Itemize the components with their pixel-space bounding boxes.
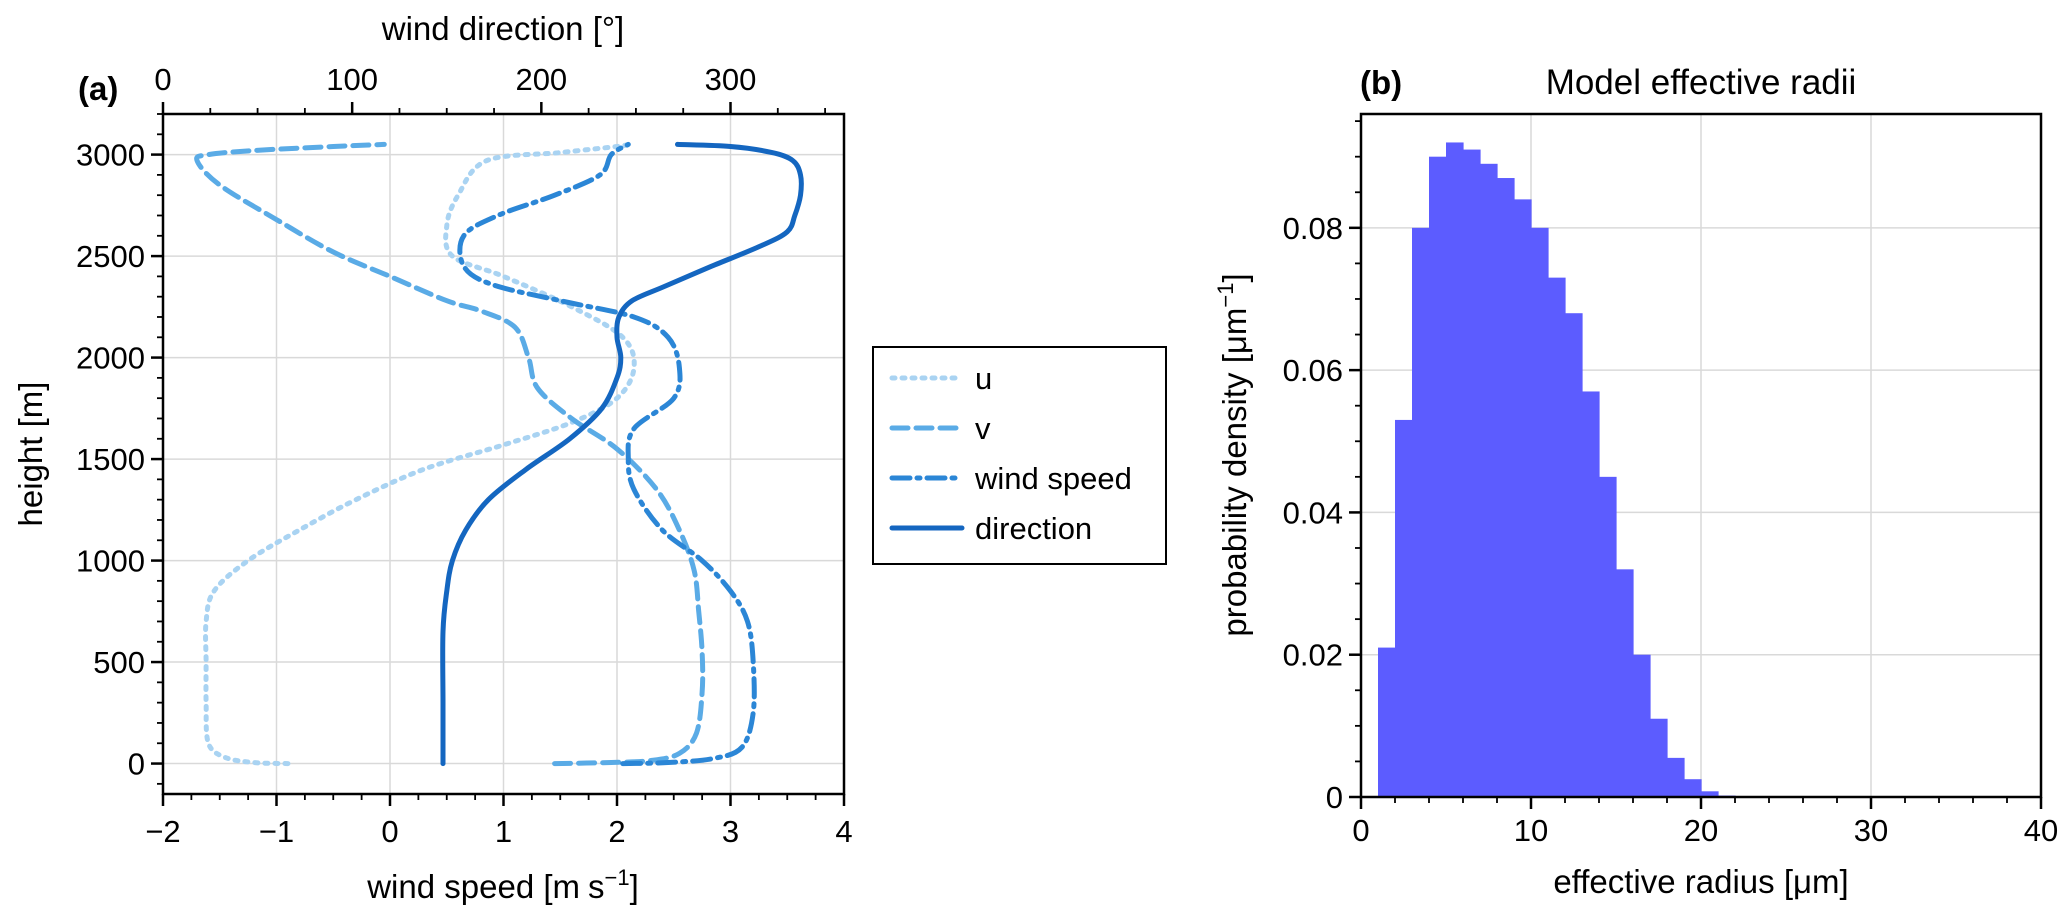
panel-b-x-tick-label: 10 [1514,813,1548,848]
panel-b-label: (b) [1360,64,1402,101]
panel-b-x-tick-label: 40 [2024,813,2058,848]
panel-b: 0 10 20 30 40 0 0.02 0.04 0.06 0.08 (b) Model eff… [1213,63,2058,900]
histogram-bar [1412,227,1430,798]
histogram-bar [1599,476,1617,797]
panel-b-y-axis-title: probability density [μm−1] [1213,273,1253,636]
panel-b-x-tick-label: 0 [1352,813,1369,848]
histogram-bar [1548,277,1566,798]
y-title-close: ] [1216,273,1253,282]
panel-b-y-tick-label: 0.04 [1283,495,1343,530]
panel-a-top-axis-title: wind direction [°] [381,10,624,47]
histogram-bar [1701,791,1719,797]
histogram-bar [1395,419,1413,797]
panel-a-x-tick-label: 1 [495,814,512,849]
panel-a-x-tick-label: 4 [835,814,852,849]
panel-a-y-tick-label: 3000 [76,138,145,173]
panel-a-x-axis-title: wind speed [m s−1] [366,865,639,905]
panel-b-x-tick-label: 30 [1854,813,1888,848]
panel-a-grid [162,114,845,794]
panel-b-x-axis-title: effective radius [μm] [1553,863,1848,900]
panel-a-y-tick-label: 500 [93,645,145,680]
series-line-u [203,141,637,767]
histogram-bar [1667,757,1685,797]
panel-a-x-tick-label: 2 [608,814,625,849]
panel-a-y-tick-label: 2500 [76,239,145,274]
histogram-bar [1633,654,1651,797]
panel-a-x-tick-label: 0 [381,814,398,849]
panel-a-x-tick-label: −1 [259,814,294,849]
histogram-bar [1378,647,1396,797]
panel-b-title: Model effective radii [1546,63,1857,102]
histogram-bar [1429,156,1447,797]
legend-label-direction: direction [975,511,1092,546]
histogram-bar [1446,142,1464,798]
histogram-bar [1463,149,1481,797]
panel-b-y-tick-label: 0.06 [1283,353,1343,388]
x-title-exponent: −1 [605,865,630,890]
panel-b-y-tick-label: 0 [1326,780,1343,815]
histogram-bar [1497,178,1515,797]
panel-a-top-tick-label: 300 [705,62,757,97]
histogram-bar [1684,779,1702,797]
panel-a-y-axis-title: height [m] [12,382,49,527]
panel-a-y-tick-label: 2000 [76,341,145,376]
legend-label-wind-speed: wind speed [974,461,1132,496]
panel-a-top-tick-label: 100 [326,62,378,97]
legend: uv wind speed direction [872,346,1167,565]
series-line-direction [440,141,804,767]
panel-b-y-tick-label: 0.02 [1283,638,1343,673]
panel-b-ticks: 0 10 20 30 40 0 0.02 0.04 0.06 0.08 [1283,120,2058,848]
panel-b-y-tick-label: 0.08 [1283,211,1343,246]
histogram-bar [1616,569,1634,797]
panel-a-x-tick-label: 3 [722,814,739,849]
series-line-wind-speed [457,141,757,767]
series-line-v [194,141,706,767]
histogram-bar [1531,227,1549,798]
x-title-unit: s [588,868,605,905]
y-title-exponent: −1 [1213,283,1238,308]
histogram-bar [1480,163,1498,798]
y-title-main: probability density [μm [1216,308,1253,637]
histogram-bar [1514,199,1532,797]
histogram-bar [1565,313,1583,797]
panel-a-x-tick-label: −2 [145,814,180,849]
legend-label-u: u [975,361,992,396]
panel-a-y-tick-label: 1000 [76,544,145,579]
x-title-main: wind speed [m [366,868,580,905]
panel-a-y-tick-label: 0 [128,747,145,782]
x-title-close: ] [630,868,639,905]
histogram-bar [1650,718,1668,797]
panel-a-label: (a) [78,70,118,107]
panel-a-top-tick-label: 200 [515,62,567,97]
panel-b-bars [1378,142,1736,798]
panel-a: −2 −1 0 1 2 3 40 100 200 300050010001500200025003… [12,10,853,905]
panel-b-x-tick-label: 20 [1684,813,1718,848]
panel-a-top-tick-label: 0 [154,62,171,97]
panel-a-y-tick-label: 1500 [76,442,145,477]
panel-a-lines [194,141,804,767]
histogram-bar [1582,391,1600,797]
panel-a-ticks: −2 −1 0 1 2 3 40 100 200 300050010001500200025003… [76,62,853,849]
legend-label-v: v [975,411,991,446]
legend-items: uv wind speed direction [889,361,1132,546]
